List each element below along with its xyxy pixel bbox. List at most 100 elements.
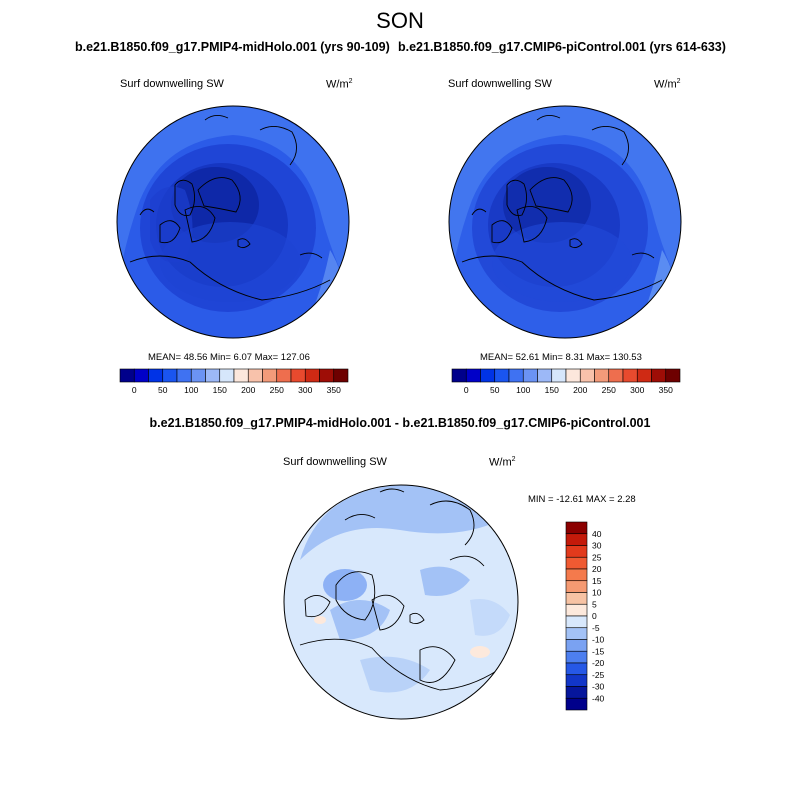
colorbar-box [565, 686, 588, 699]
left-stats-label: MEAN= 48.56 Min= 6.07 Max= 127.06 [148, 352, 310, 363]
colorbar-box [133, 368, 149, 383]
colorbar-box [480, 368, 496, 383]
season-title: SON [376, 8, 424, 33]
colorbar-left: 0 50 100 150 200 250 300 350 [119, 368, 349, 395]
colorbar-box [276, 368, 292, 383]
colorbar-box [190, 368, 206, 383]
colorbar-box [247, 368, 263, 383]
colorbar-tick-label: -40 [592, 693, 605, 703]
difference-units-label: W/m2 [489, 456, 516, 469]
colorbar-box [565, 533, 588, 546]
colorbar-box [565, 615, 588, 629]
right-variable-label: Surf downwelling SW [448, 78, 552, 90]
colorbar-box [565, 368, 581, 383]
colorbar-tick-label: 5 [592, 599, 597, 609]
colorbar-box [565, 521, 588, 535]
left-panel-title: b.e21.B1850.f09_g17.PMIP4-midHolo.001 (y… [75, 40, 390, 54]
colorbar-box [565, 592, 588, 605]
colorbar-tick-label: 100 [184, 385, 198, 395]
colorbar-box [508, 368, 524, 383]
colorbar-tick-label: 50 [490, 385, 500, 395]
colorbar-box [651, 368, 667, 383]
colorbar-box [608, 368, 624, 383]
colorbar-tick-label: 300 [630, 385, 644, 395]
colorbar-box [579, 368, 595, 383]
difference-map-border [283, 484, 519, 720]
colorbar-box [636, 368, 652, 383]
left-map-border [116, 105, 350, 339]
colorbar-tick-label: 200 [573, 385, 587, 395]
colorbar-box [176, 368, 192, 383]
colorbar-tick-label: 100 [516, 385, 530, 395]
colorbar-box [665, 368, 681, 383]
colorbar-box [565, 545, 588, 558]
colorbar-box [594, 368, 610, 383]
colorbar-tick-label: 150 [545, 385, 559, 395]
colorbar-box [565, 639, 588, 652]
colorbar-tick-label: 20 [592, 564, 602, 574]
colorbar-box [319, 368, 335, 383]
left-variable-label: Surf downwelling SW [120, 78, 224, 90]
colorbar-box [494, 368, 510, 383]
colorbar-tick-label: 350 [327, 385, 341, 395]
colorbar-box [205, 368, 221, 383]
colorbar-tick-label: 40 [592, 529, 602, 539]
colorbar-box [233, 368, 249, 383]
colorbar-tick-label: 0 [592, 611, 597, 621]
difference-stats-label: MIN = -12.61 MAX = 2.28 [528, 494, 636, 505]
colorbar-tick-label: -5 [592, 623, 600, 633]
colorbar-tick-label: -30 [592, 682, 605, 692]
colorbar-tick-label: 300 [298, 385, 312, 395]
difference-title: b.e21.B1850.f09_g17.PMIP4-midHolo.001 - … [149, 416, 651, 430]
colorbar-box [465, 368, 481, 383]
colorbar-tick-label: 10 [592, 588, 602, 598]
colorbar-box [522, 368, 538, 383]
colorbar-box [551, 368, 567, 383]
colorbar-tick-label: 0 [132, 385, 137, 395]
colorbar-tick-label: 25 [592, 552, 602, 562]
colorbar-box [565, 674, 588, 687]
colorbar-box [565, 627, 588, 640]
colorbar-box [565, 650, 588, 664]
colorbar-tick-label: -20 [592, 658, 605, 668]
colorbar-tick-label: 350 [659, 385, 673, 395]
colorbar-box [622, 368, 638, 383]
difference-variable-label: Surf downwelling SW [283, 456, 387, 468]
colorbar-box [304, 368, 320, 383]
colorbar-tick-label: 15 [592, 576, 602, 586]
colorbar-tick-label: -10 [592, 635, 605, 645]
colorbar-box [537, 368, 553, 383]
right-panel-title: b.e21.B1850.f09_g17.CMIP6-piControl.001 … [398, 40, 726, 54]
colorbar-tick-label: -15 [592, 646, 605, 656]
colorbar-tick-label: 250 [270, 385, 284, 395]
left-units-label: W/m2 [326, 78, 353, 91]
right-map-border [448, 105, 682, 339]
colorbar-box [262, 368, 278, 383]
map-midholo [117, 106, 349, 338]
colorbar-box [333, 368, 349, 383]
right-stats-label: MEAN= 52.61 Min= 8.31 Max= 130.53 [480, 352, 642, 363]
colorbar-box [290, 368, 306, 383]
colorbar-box [565, 662, 588, 676]
colorbar-tick-label: 30 [592, 541, 602, 551]
colorbar-box [119, 368, 135, 383]
colorbar-box [148, 368, 164, 383]
colorbar-box [565, 568, 588, 582]
colorbar-box [565, 556, 588, 570]
colorbar-tick-label: -25 [592, 670, 605, 680]
colorbar-tick-label: 150 [213, 385, 227, 395]
right-units-label: W/m2 [654, 78, 681, 91]
colorbar-box [565, 697, 588, 711]
map-picontrol [449, 106, 681, 338]
colorbar-right: 0 50 100 150 200 250 300 350 [451, 368, 681, 395]
colorbar-box [162, 368, 178, 383]
colorbar-box [219, 368, 235, 383]
map-difference [284, 485, 518, 719]
colorbar-tick-label: 250 [602, 385, 616, 395]
colorbar-tick-label: 0 [464, 385, 469, 395]
colorbar-tick-label: 50 [158, 385, 168, 395]
colorbar-box [565, 603, 588, 617]
colorbar-box [565, 580, 588, 593]
